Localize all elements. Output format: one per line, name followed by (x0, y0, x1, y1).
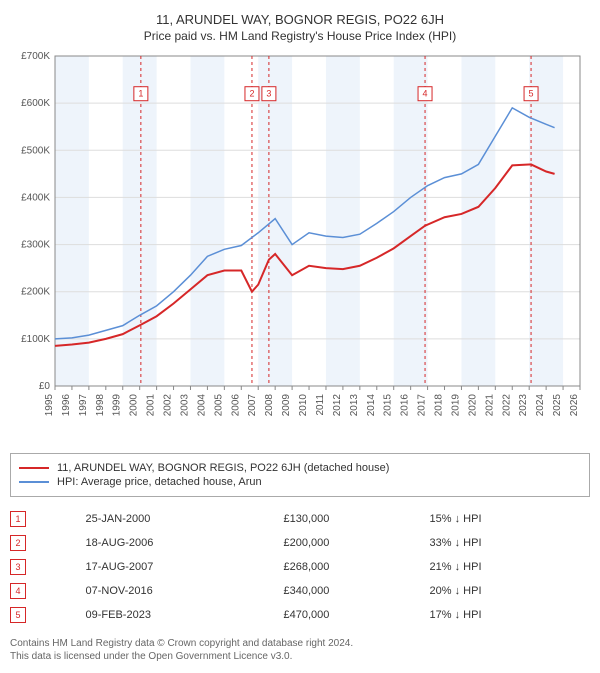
svg-text:1996: 1996 (61, 394, 72, 417)
sale-price: £130,000 (283, 507, 429, 531)
svg-text:£700K: £700K (21, 51, 50, 62)
sale-price: £470,000 (283, 603, 429, 627)
table-row: 1 25-JAN-2000£130,00015% ↓ HPI (10, 507, 590, 531)
svg-text:2006: 2006 (230, 394, 241, 417)
svg-text:2005: 2005 (213, 394, 224, 417)
footnote-line-1: Contains HM Land Registry data © Crown c… (10, 637, 590, 650)
sale-diff: 15% ↓ HPI (430, 507, 590, 531)
table-row: 5 09-FEB-2023£470,00017% ↓ HPI (10, 603, 590, 627)
sale-date: 17-AUG-2007 (86, 555, 284, 579)
legend-swatch (19, 481, 49, 483)
sale-diff: 33% ↓ HPI (430, 531, 590, 555)
svg-text:£400K: £400K (21, 192, 50, 203)
svg-text:2016: 2016 (400, 394, 411, 417)
sale-date: 25-JAN-2000 (86, 507, 284, 531)
svg-text:2019: 2019 (450, 394, 461, 417)
svg-text:2017: 2017 (417, 394, 428, 417)
sale-diff: 17% ↓ HPI (430, 603, 590, 627)
svg-text:2024: 2024 (535, 394, 546, 417)
sale-marker-box: 5 (10, 607, 26, 623)
sale-price: £200,000 (283, 531, 429, 555)
svg-text:1999: 1999 (112, 394, 123, 417)
table-row: 4 07-NOV-2016£340,00020% ↓ HPI (10, 579, 590, 603)
svg-text:£300K: £300K (21, 240, 50, 251)
svg-text:2015: 2015 (383, 394, 394, 417)
svg-text:2010: 2010 (298, 394, 309, 417)
legend-row: 11, ARUNDEL WAY, BOGNOR REGIS, PO22 6JH … (19, 462, 581, 474)
price-chart: £0 £100K £200K £300K £400K £500K £600K £700K 199… (10, 51, 590, 441)
svg-text:£600K: £600K (21, 98, 50, 109)
footnote: Contains HM Land Registry data © Crown c… (10, 637, 590, 663)
svg-text:2025: 2025 (552, 394, 563, 417)
svg-text:2007: 2007 (247, 394, 258, 417)
svg-text:2023: 2023 (518, 394, 529, 417)
sale-marker-box: 4 (10, 583, 26, 599)
svg-text:2: 2 (249, 89, 254, 99)
svg-text:2011: 2011 (315, 394, 326, 416)
sale-diff: 21% ↓ HPI (430, 555, 590, 579)
svg-text:1995: 1995 (44, 394, 55, 417)
table-row: 2 18-AUG-2006£200,00033% ↓ HPI (10, 531, 590, 555)
svg-text:2020: 2020 (467, 394, 478, 417)
legend-label: HPI: Average price, detached house, Arun (57, 476, 262, 488)
sale-diff: 20% ↓ HPI (430, 579, 590, 603)
sale-date: 09-FEB-2023 (86, 603, 284, 627)
svg-text:2000: 2000 (129, 394, 140, 417)
sale-price: £268,000 (283, 555, 429, 579)
svg-text:2013: 2013 (349, 394, 360, 417)
table-row: 3 17-AUG-2007£268,00021% ↓ HPI (10, 555, 590, 579)
svg-text:2009: 2009 (281, 394, 292, 417)
svg-text:2002: 2002 (163, 394, 174, 417)
legend-row: HPI: Average price, detached house, Arun (19, 476, 581, 488)
svg-text:3: 3 (266, 89, 271, 99)
page-subtitle: Price paid vs. HM Land Registry's House … (10, 29, 590, 43)
svg-text:£500K: £500K (21, 145, 50, 156)
svg-text:2018: 2018 (434, 394, 445, 417)
svg-text:2012: 2012 (332, 394, 343, 417)
svg-text:2026: 2026 (569, 394, 580, 417)
svg-text:2021: 2021 (484, 394, 495, 417)
svg-text:2022: 2022 (501, 394, 512, 417)
sale-marker-box: 1 (10, 511, 26, 527)
svg-text:1997: 1997 (78, 394, 89, 417)
sales-table: 1 25-JAN-2000£130,00015% ↓ HPI 2 18-AUG-200… (10, 507, 590, 627)
sale-price: £340,000 (283, 579, 429, 603)
svg-text:£0: £0 (39, 381, 51, 392)
svg-text:4: 4 (423, 89, 428, 99)
page-title: 11, ARUNDEL WAY, BOGNOR REGIS, PO22 6JH (10, 12, 590, 27)
sale-marker-box: 3 (10, 559, 26, 575)
legend-swatch (19, 467, 49, 469)
svg-text:5: 5 (529, 89, 534, 99)
svg-text:2001: 2001 (146, 394, 157, 417)
sale-marker-box: 2 (10, 535, 26, 551)
footnote-line-2: This data is licensed under the Open Gov… (10, 650, 590, 663)
svg-text:£200K: £200K (21, 287, 50, 298)
svg-text:1998: 1998 (95, 394, 106, 417)
svg-text:2004: 2004 (196, 394, 207, 417)
svg-text:2008: 2008 (264, 394, 275, 417)
legend: 11, ARUNDEL WAY, BOGNOR REGIS, PO22 6JH … (10, 453, 590, 497)
svg-text:2003: 2003 (179, 394, 190, 417)
sale-date: 07-NOV-2016 (86, 579, 284, 603)
svg-text:2014: 2014 (366, 394, 377, 417)
legend-label: 11, ARUNDEL WAY, BOGNOR REGIS, PO22 6JH … (57, 462, 389, 474)
svg-text:1: 1 (138, 89, 143, 99)
svg-text:£100K: £100K (21, 334, 50, 345)
sale-date: 18-AUG-2006 (86, 531, 284, 555)
